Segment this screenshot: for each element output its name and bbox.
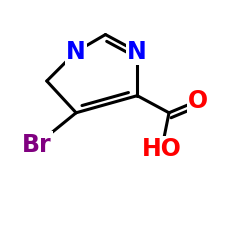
Text: HO: HO: [142, 138, 182, 162]
Text: N: N: [66, 40, 86, 64]
Text: Br: Br: [22, 132, 52, 156]
Text: N: N: [127, 40, 147, 64]
Text: O: O: [188, 88, 208, 112]
